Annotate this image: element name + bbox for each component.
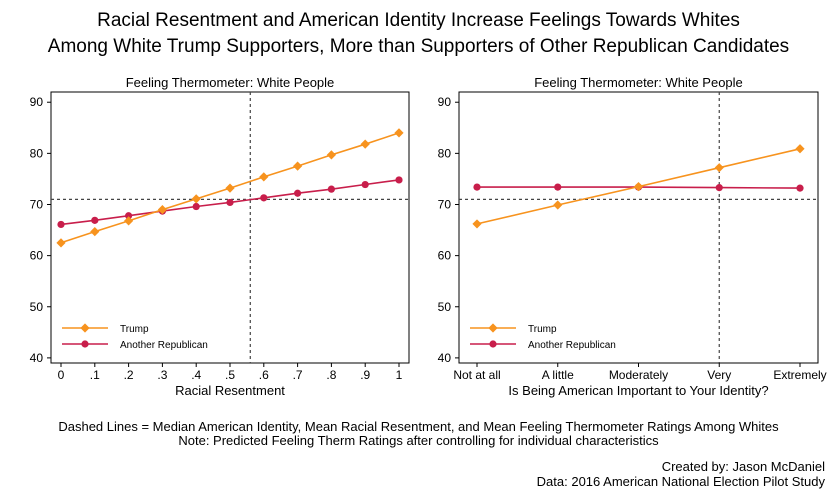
panel2-trump-point [714,163,724,173]
panel1-trump-point [56,238,66,248]
panel1-y-tick-label: 50 [30,300,44,314]
panel1-another-republican-point [327,185,335,193]
panel1-another-republican-point [226,198,234,207]
panel2-title: Feeling Thermometer: White People [534,75,743,90]
panel1-another-republican-point [91,216,99,224]
panel1-trump-point [225,183,235,193]
panel1-x-tick-label: .5 [225,368,235,382]
panel1-y-tick-label: 70 [30,197,44,211]
panel1-trump-point [360,139,370,149]
panel1-trump-point [394,128,404,138]
panel2-trump-point [795,144,805,154]
panel1-x-tick-label: .3 [157,368,167,382]
panel2-x-tick-label: Very [707,368,731,382]
panel1-trump-point [259,172,269,182]
panel2-y-tick-label: 80 [438,146,452,160]
panel1-x-tick-label: .7 [293,368,303,382]
panel2-another-republican-point [473,183,481,191]
panel1-trump-point [191,194,201,204]
panel2-x-tick-label: Extremely [773,368,826,382]
credit-data-source: Data: 2016 American National Election Pi… [536,474,825,489]
panel2-y-tick-label: 70 [438,197,452,211]
panel2-legend-another-republican-marker [489,340,497,348]
main-title-line-2: Among White Trump Supporters, More than … [47,36,790,57]
panel1-x-tick-label: .8 [326,368,336,382]
panel1-x-tick-label: .2 [124,368,134,382]
panel2-plot-frame [458,91,819,364]
panel2-another-republican-point [715,184,723,192]
panel2-legend-another-republican-label: Another Republican [528,340,616,351]
credit-author: Created by: Jason McDaniel [661,459,825,474]
panel2-legend-trump-marker [488,323,498,333]
panel1-another-republican-point [294,189,302,197]
main-title-line-1: Racial Resentment and American Identity … [97,10,740,31]
panel1-trump-point [293,161,303,171]
panel1-legend-trump-label: Trump [120,324,149,335]
panel1-legend-another-republican-marker [81,340,89,348]
panel1-x-tick-label: 1 [396,368,403,382]
panel2-trump-point [633,181,644,192]
panel1-another-republican-point [57,220,65,229]
panel2-x-tick-label: Not at all [453,368,500,382]
panel1-plot-frame [50,91,410,364]
panel2-x-axis-label: Is Being American Important to Your Iden… [508,383,768,398]
panel1-x-tick-label: .4 [191,368,201,382]
panel1-x-tick-label: .1 [90,368,100,382]
panel1-another-republican-point [192,202,200,211]
panel1-trump-point [326,150,336,160]
panel1-x-tick-label: .9 [360,368,370,382]
panel1-another-republican-point [125,212,133,220]
panel2-trump-point [472,219,482,229]
panel2-another-republican-point [554,183,562,191]
panel1-y-tick-label: 60 [30,249,44,263]
panel1-x-tick-label: 0 [58,368,65,382]
panel1-legend-another-republican-label: Another Republican [120,340,208,351]
panel1-another-republican-point [395,176,403,184]
panel2-y-tick-label: 50 [438,300,452,314]
panel1-trump-point [124,216,134,226]
panel1-another-republican-point [260,194,268,202]
panel1-title: Feeling Thermometer: White People [126,75,335,90]
panel1-x-tick-label: .6 [259,368,269,382]
panel1-trump-point [90,226,100,237]
footnote-controls: Note: Predicted Feeling Therm Ratings af… [178,433,659,448]
panel1-another-republican-point [361,180,369,189]
panel2-another-republican-point [796,184,804,192]
panel1-legend-trump-marker [80,323,90,333]
panel2-trump-point [553,200,563,210]
panel2-x-tick-label: Moderately [609,368,668,382]
panel1-y-tick-label: 80 [30,146,44,160]
panel2-y-tick-label: 60 [438,249,452,263]
panel2-legend-trump-label: Trump [528,324,557,335]
panel2-y-tick-label: 40 [438,351,452,365]
panel1-y-tick-label: 90 [30,95,44,109]
footnote-dashed-lines: Dashed Lines = Median American Identity,… [58,419,779,434]
panel2-x-tick-label: A little [542,368,574,382]
panel1-trump-point [157,205,167,215]
panel1-x-axis-label: Racial Resentment [175,383,285,398]
panel1-y-tick-label: 40 [30,351,44,365]
panel2-y-tick-label: 90 [438,95,452,109]
